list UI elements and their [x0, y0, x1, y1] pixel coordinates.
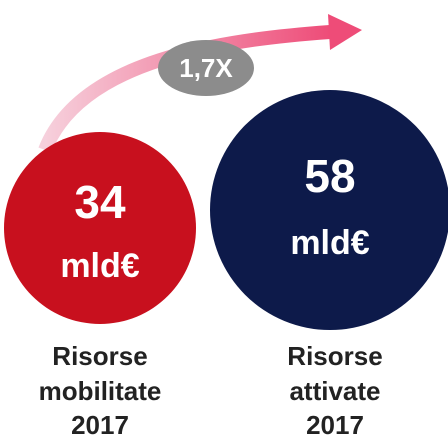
- left-label: mobilitate: [39, 376, 162, 406]
- right-value: 58: [304, 150, 355, 202]
- growth-arrow: [38, 25, 331, 153]
- multiplier-badge: [158, 40, 254, 96]
- left-circle: [4, 132, 196, 324]
- right-unit: mld€: [290, 224, 369, 262]
- arrow-head: [328, 14, 362, 50]
- left-value: 34: [74, 176, 126, 228]
- right-label: attivate: [289, 376, 380, 406]
- right-label: Risorse: [287, 341, 382, 371]
- left-label: 2017: [71, 410, 129, 438]
- right-circle: [210, 90, 448, 330]
- left-unit: mld€: [60, 247, 139, 285]
- right-label: 2017: [306, 410, 364, 438]
- left-label: Risorse: [52, 341, 147, 371]
- multiplier: 1,7X: [179, 53, 233, 83]
